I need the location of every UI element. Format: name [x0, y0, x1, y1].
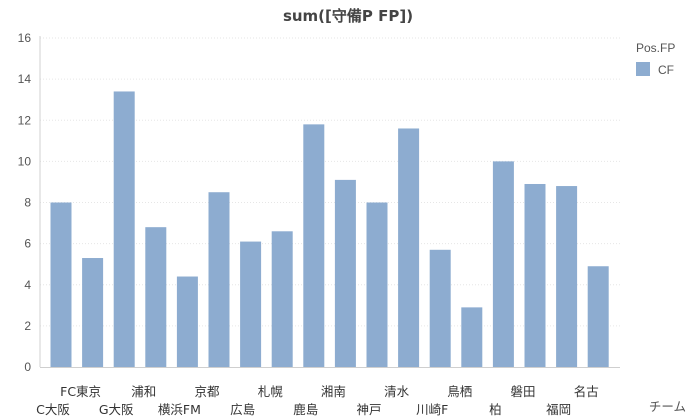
bar-14[interactable] [461, 307, 483, 367]
bar-2[interactable] [82, 258, 104, 367]
y-tick-label: 8 [24, 196, 31, 210]
x-tick-label: 広島 [230, 402, 255, 417]
bar-9[interactable] [303, 124, 325, 367]
bar-10[interactable] [334, 179, 356, 367]
legend-label-cf: CF [658, 63, 674, 77]
bars [50, 91, 609, 368]
y-tick-label: 10 [18, 154, 32, 168]
x-tick-label: 磐田 [510, 384, 535, 399]
bar-15[interactable] [492, 161, 514, 367]
bar-3[interactable] [113, 91, 135, 368]
x-tick-label: 湘南 [321, 384, 346, 399]
x-tick-label: C大阪 [36, 402, 70, 417]
y-tick-label: 12 [18, 113, 32, 127]
x-tick-label: 浦和 [131, 384, 156, 399]
bar-6[interactable] [208, 192, 230, 367]
x-tick-label: 福岡 [546, 402, 571, 417]
bar-4[interactable] [145, 227, 167, 367]
bar-11[interactable] [366, 202, 388, 368]
bar-17[interactable] [556, 186, 578, 367]
chart-title: sum([守備P FP]) [283, 7, 413, 25]
bar-5[interactable] [176, 276, 198, 367]
x-tick-label: 柏 [489, 402, 502, 417]
legend: Pos.FP CF [636, 41, 675, 77]
y-axis: 0 2 4 6 8 10 12 14 16 [18, 31, 620, 374]
bar-7[interactable] [240, 241, 262, 367]
y-tick-label: 0 [24, 360, 31, 374]
x-tick-label: FC東京 [60, 384, 101, 399]
bar-1[interactable] [50, 202, 72, 368]
bar-18[interactable] [587, 266, 609, 367]
x-tick-label: 横浜FM [158, 402, 201, 417]
y-tick-label: 2 [24, 319, 31, 333]
x-tick-label: 清水 [384, 384, 410, 399]
x-tick-label: G大阪 [99, 402, 134, 417]
x-tick-label: 京都 [194, 384, 220, 399]
bar-16[interactable] [524, 183, 546, 367]
x-tick-label: 鳥栖 [447, 384, 472, 399]
x-tick-label: 札幌 [258, 384, 284, 399]
x-tick-label: 神戸 [356, 402, 381, 417]
bar-8[interactable] [271, 231, 293, 367]
y-tick-label: 14 [18, 72, 32, 86]
bar-13[interactable] [429, 249, 451, 367]
x-tick-label: 鹿島 [293, 402, 318, 417]
y-tick-label: 16 [18, 31, 32, 45]
legend-swatch-cf[interactable] [636, 62, 650, 76]
x-tick-label: 川崎F [416, 402, 448, 417]
x-axis-title: チーム [649, 399, 686, 414]
gridlines [40, 37, 620, 327]
y-tick-label: 6 [24, 237, 31, 251]
y-tick-label: 4 [24, 278, 31, 292]
bar-12[interactable] [398, 128, 420, 367]
legend-title: Pos.FP [636, 41, 675, 55]
x-tick-label: 名古 [574, 384, 599, 399]
